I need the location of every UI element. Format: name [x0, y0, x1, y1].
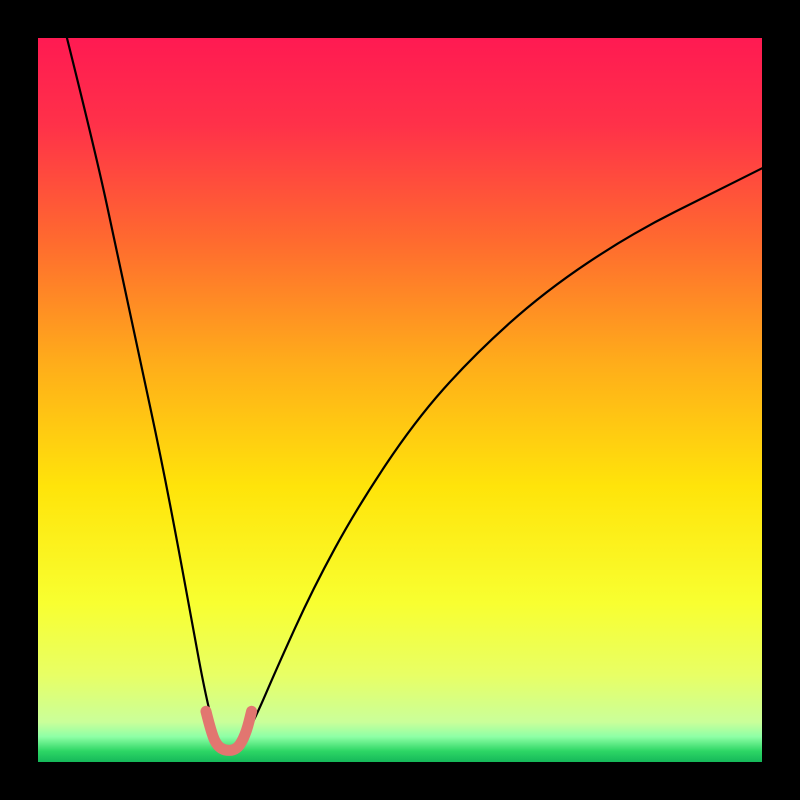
gradient-background: [38, 38, 762, 762]
chart-container: TheBottleneck.com: [0, 0, 800, 800]
bottleneck-chart: [0, 0, 800, 800]
